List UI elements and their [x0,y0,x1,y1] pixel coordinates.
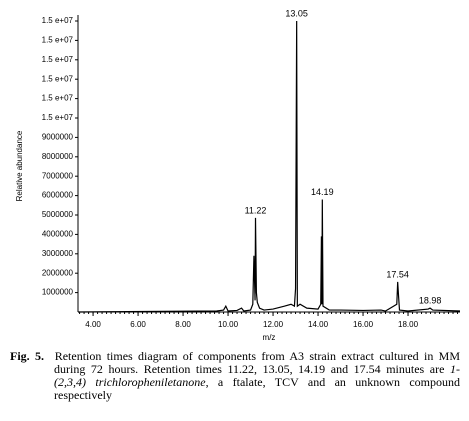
y-tick-label: 6000000 [42,191,74,200]
peak-label: 11.22 [245,205,267,215]
caption-text: Retention times diagram of components fr… [54,349,461,376]
y-tick-label: 9000000 [42,133,74,142]
y-axis-label: Relative abundance [15,130,24,201]
line-series [77,20,461,313]
x-tick-label: 14.00 [308,320,329,329]
peak-label: 13.05 [285,8,308,18]
x-tick-label: 8.00 [175,320,191,329]
peak-label: 14.19 [311,187,334,197]
y-tick-label: 1000000 [42,288,74,297]
peak-label: 17.54 [386,269,409,279]
y-tick-label: 2000000 [42,268,74,277]
x-tick-label: 10.00 [218,320,239,329]
y-tick-label: 3000000 [42,249,74,258]
caption: Fig. 5. Retention times diagram of compo… [10,350,460,402]
x-tick-label: 16.00 [353,320,374,329]
y-tick-label: 1.5 e+07 [42,113,74,122]
y-tick-label: 1.5 e+07 [42,55,74,64]
x-axis-label: m/z [263,333,276,342]
y-tick-label: 4000000 [42,230,74,239]
y-tick-label: 1.5 e+07 [42,36,74,45]
x-tick-label: 4.00 [85,320,101,329]
chart: Relative abundance m/z 1000000 2000000 300… [15,8,461,342]
caption-italic: 1-(2,3,4) trichloropheniletanone [54,362,460,389]
y-tick-label: 1.5 e+07 [42,94,74,103]
y-tick-label: 1.5 e+07 [42,74,74,83]
y-tick-label: 5000000 [42,210,74,219]
y-tick-label: 8000000 [42,152,74,161]
y-tick-label: 7000000 [42,171,74,180]
peak-label: 18.98 [419,295,442,305]
caption-rest: , a ftalate, TCV and an unknown compound… [54,375,460,402]
x-tick-label: 12.00 [263,320,284,329]
x-tick-label: 6.00 [130,320,146,329]
x-tick-label: 18.00 [398,320,419,329]
caption-label: Fig. 5. [10,349,45,363]
y-tick-label: 1.5 e+07 [42,16,74,25]
